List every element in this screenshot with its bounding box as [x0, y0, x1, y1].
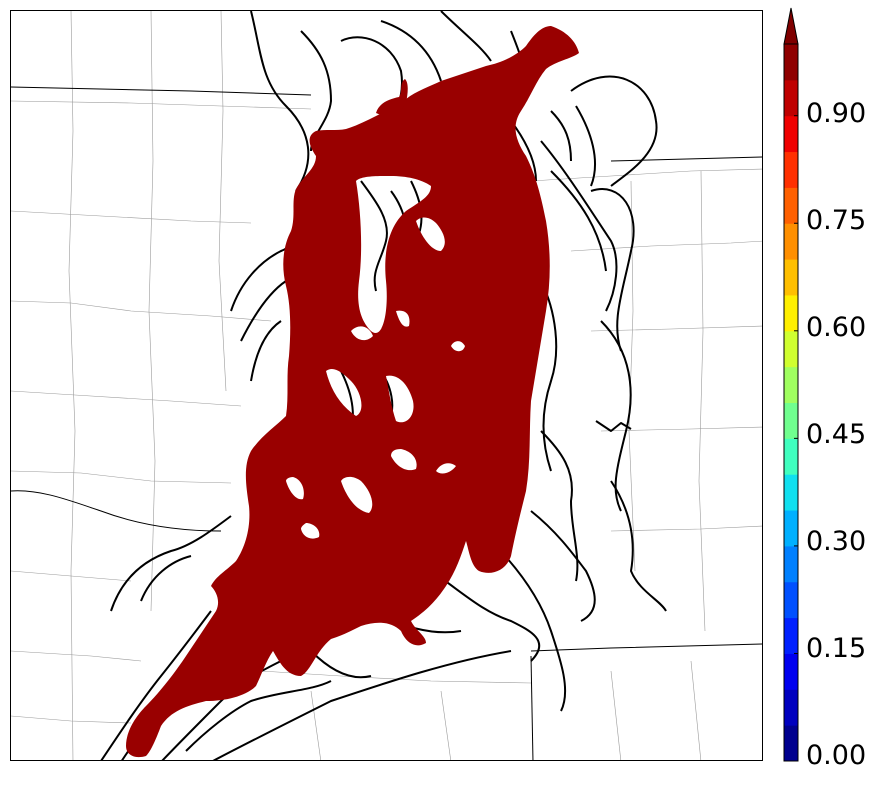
colorbar-tick-label: 0.30 — [806, 526, 867, 557]
colorbar-segment — [784, 653, 798, 690]
colorbar-tick-label: 0.00 — [806, 740, 867, 771]
county-boundaries — [11, 11, 762, 760]
colorbar-segment — [784, 79, 798, 117]
colorbar-segment — [784, 545, 798, 583]
colorbar — [780, 6, 877, 776]
colorbar-segment — [784, 402, 798, 439]
colorbar-tick-label: 0.90 — [806, 98, 867, 129]
state-boundaries — [11, 86, 762, 760]
high-probability-north-blob — [376, 79, 408, 116]
colorbar-segment — [784, 474, 798, 511]
colorbar-segment — [784, 44, 798, 81]
probability-field — [126, 26, 579, 758]
colorbar-segment — [784, 115, 798, 153]
colorbar-tick-label: 0.75 — [806, 205, 867, 236]
colorbar-segment — [784, 223, 798, 260]
colorbar-segment — [784, 151, 798, 188]
colorbar-tick-label: 0.45 — [806, 419, 867, 450]
colorbar-segment — [784, 259, 798, 296]
member-contours — [100, 11, 667, 760]
colorbar-segment — [784, 689, 798, 726]
colorbar-segment — [784, 438, 798, 475]
high-probability-region — [126, 26, 579, 758]
colorbar-segment — [784, 187, 798, 224]
colorbar-tick-label: 0.15 — [806, 633, 867, 664]
colorbar-segment — [784, 366, 798, 403]
colorbar-segment — [784, 725, 798, 762]
colorbar-segment — [784, 330, 798, 368]
colorbar-extend-arrow — [783, 7, 799, 45]
colorbar-segment — [784, 510, 798, 547]
colorbar-segment — [784, 617, 798, 654]
map-panel — [10, 10, 763, 761]
colorbar-segment — [784, 294, 798, 332]
colorbar-gradient — [783, 7, 799, 762]
colorbar-frame — [783, 43, 799, 762]
colorbar-tick-label: 0.60 — [806, 312, 867, 343]
probability-map — [11, 11, 762, 760]
colorbar-segment — [784, 581, 798, 619]
